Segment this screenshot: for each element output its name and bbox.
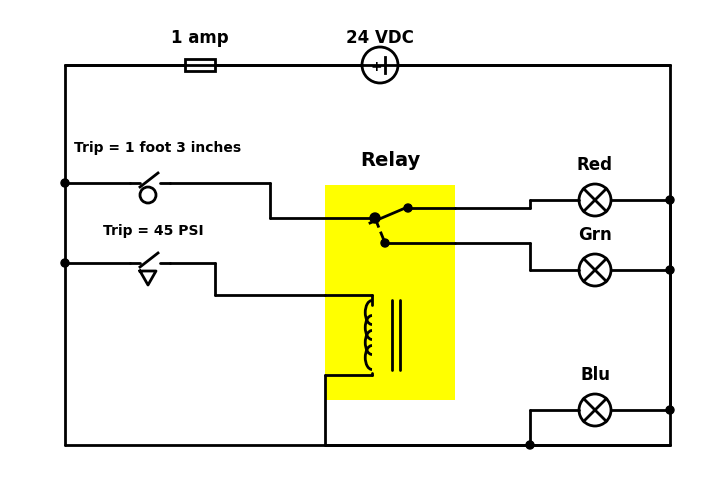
Text: Trip = 1 foot 3 inches: Trip = 1 foot 3 inches	[74, 141, 242, 155]
Text: Blu: Blu	[580, 366, 610, 384]
Text: Grn: Grn	[578, 226, 612, 244]
Circle shape	[666, 266, 674, 274]
Circle shape	[61, 259, 69, 267]
Bar	[185, 59, 215, 71]
Circle shape	[404, 204, 412, 212]
Text: 1 amp: 1 amp	[171, 29, 229, 47]
Text: Trip = 45 PSI: Trip = 45 PSI	[103, 224, 203, 238]
Circle shape	[381, 239, 389, 247]
Circle shape	[370, 213, 380, 223]
Circle shape	[526, 441, 534, 449]
Text: 24 VDC: 24 VDC	[346, 29, 414, 47]
Bar	[325, 185, 455, 400]
Text: Relay: Relay	[360, 151, 420, 170]
Text: +: +	[370, 60, 382, 74]
Circle shape	[666, 406, 674, 414]
Circle shape	[666, 196, 674, 204]
Text: Red: Red	[577, 156, 613, 174]
Circle shape	[61, 179, 69, 187]
